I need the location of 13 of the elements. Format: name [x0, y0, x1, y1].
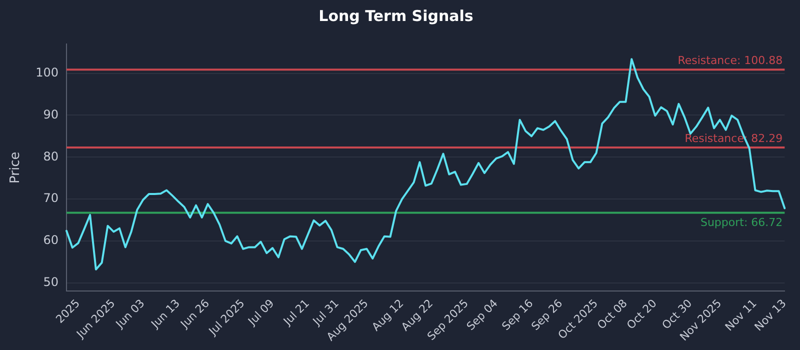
x-tick-label: Jul 21	[280, 296, 312, 328]
y-tick-label: 90	[43, 107, 59, 122]
ref-line-label: Resistance: 100.88	[678, 54, 783, 67]
y-tick-label: 60	[43, 233, 59, 248]
ref-line-label: Support: 66.72	[700, 216, 783, 230]
y-tick-label: 80	[43, 149, 59, 164]
chart-title: Long Term Signals	[318, 6, 474, 25]
y-axis-title: Price	[8, 152, 24, 184]
y-tick-label: 50	[43, 274, 59, 289]
y-tick-label: 70	[43, 191, 59, 206]
y-tick-label: 100	[36, 65, 59, 80]
x-tick-label: Jun 03	[112, 296, 148, 332]
x-tick-label: Jul 09	[245, 296, 277, 328]
